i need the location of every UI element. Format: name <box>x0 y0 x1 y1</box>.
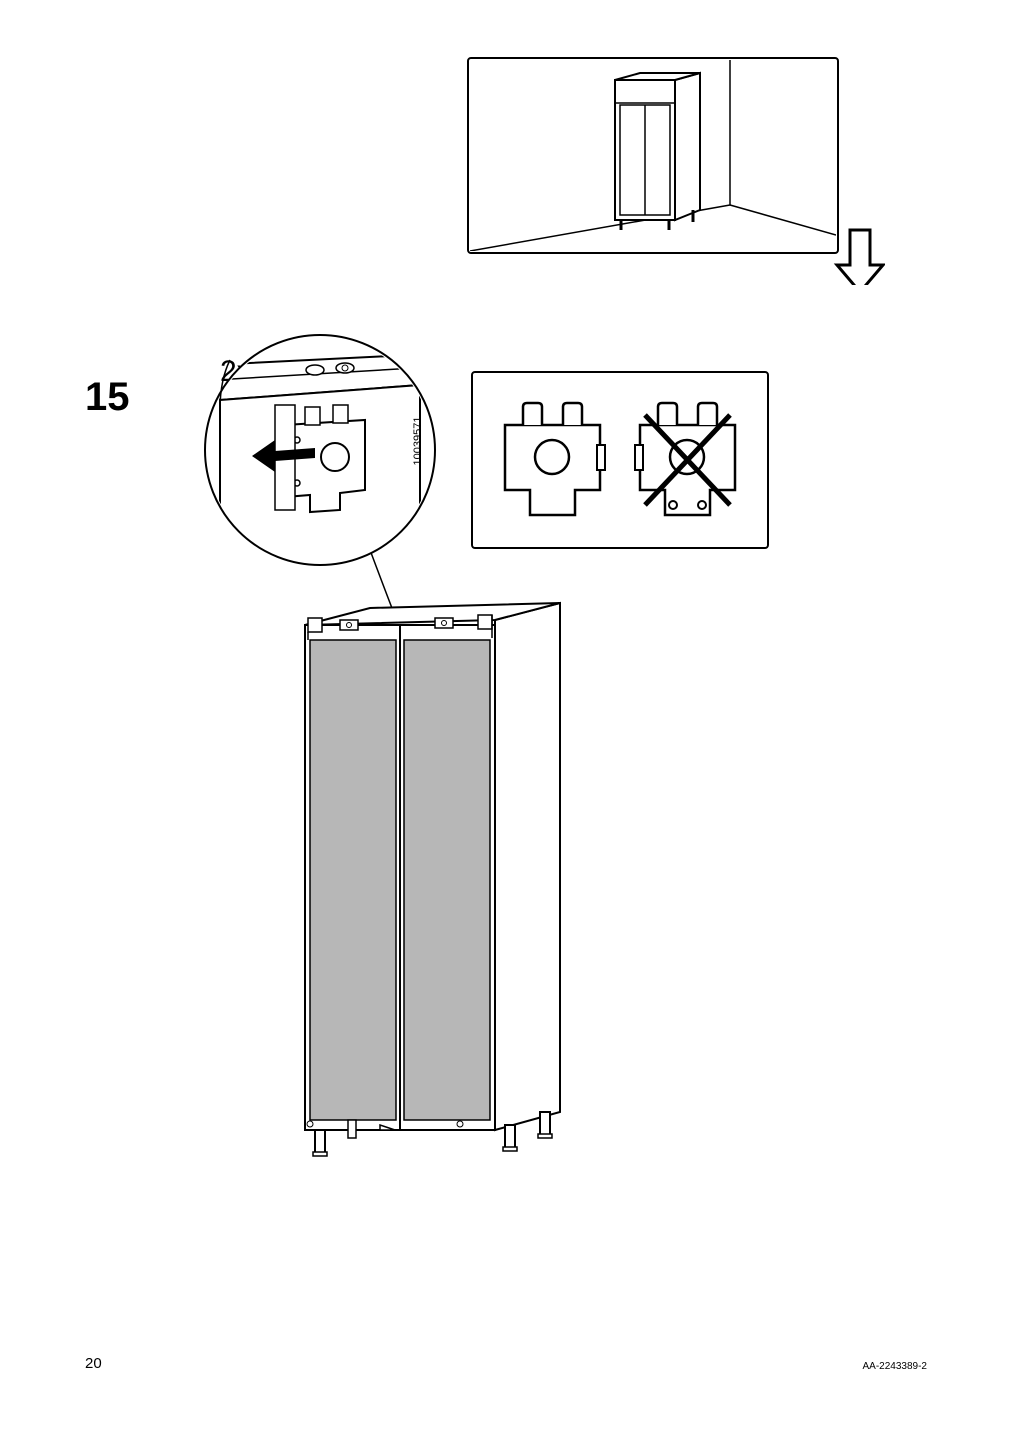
part-number-label: 10039571 <box>408 400 423 470</box>
context-room-diagram <box>465 55 885 285</box>
orientation-panel <box>470 370 770 570</box>
detail-circle-diagram <box>190 330 480 610</box>
document-id: AA-2243389-2 <box>863 1361 928 1372</box>
main-cabinet-diagram <box>280 600 680 1180</box>
step-number: 15 <box>85 375 130 420</box>
page-number: 20 <box>85 1355 102 1372</box>
